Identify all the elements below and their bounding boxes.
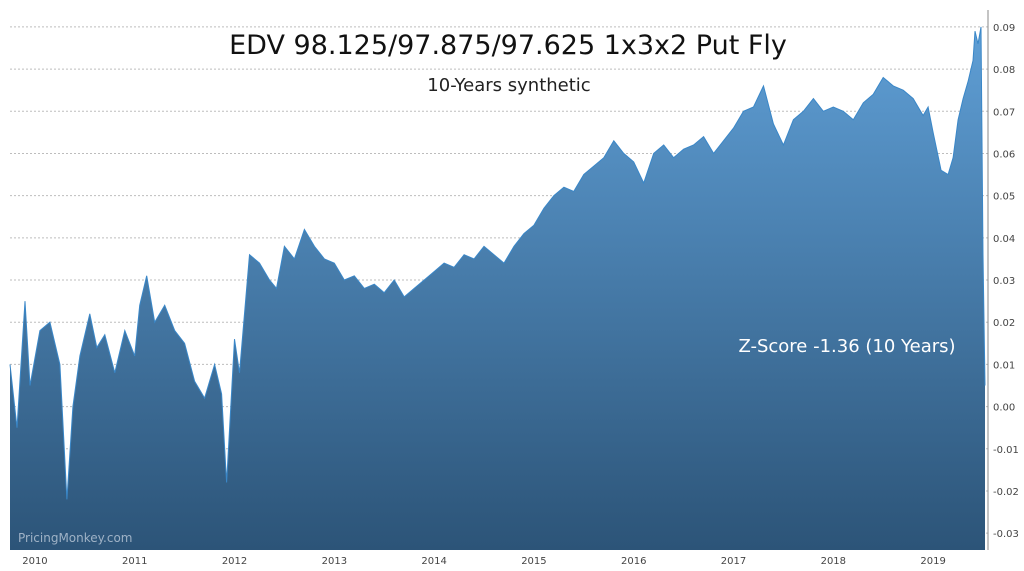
x-tick-label: 2011: [122, 556, 147, 567]
series-line: [9, 26, 986, 500]
y-tick-label: -0.02: [993, 487, 1019, 498]
zscore-annotation: Z-Score -1.36 (10 Years): [738, 336, 955, 357]
x-tick-label: 2016: [621, 556, 646, 567]
y-tick-label: 0.07: [993, 107, 1015, 118]
y-tick-label: 0.02: [993, 318, 1015, 329]
y-tick-label: 0.01: [993, 360, 1015, 371]
watermark: PricingMonkey.com: [18, 531, 133, 545]
series-area: [10, 26, 985, 550]
x-axis-ticks: 2010 2011 2012 2013 2014 2015 2016 2017 2018 2019: [22, 556, 946, 567]
y-tick-label: -0.03: [993, 529, 1019, 540]
y-tick-label: 0.04: [993, 234, 1015, 245]
y-axis-ticks: -0.03 -0.02 -0.01 0.00 0.01 0.02 0.03 0.04 0.05 0…: [993, 23, 1019, 540]
y-tick-label: -0.01: [993, 445, 1019, 456]
x-tick-label: 2010: [22, 556, 47, 567]
x-tick-label: 2014: [421, 556, 446, 567]
y-tick-label: 0.09: [993, 23, 1015, 34]
y-tick-label: 0.00: [993, 403, 1015, 414]
x-tick-label: 2018: [821, 556, 846, 567]
x-tick-label: 2013: [322, 556, 347, 567]
y-tick-label: 0.06: [993, 149, 1015, 160]
x-tick-label: 2017: [721, 556, 746, 567]
y-tick-label: 0.05: [993, 192, 1015, 203]
chart-subtitle: 10-Years synthetic: [427, 75, 590, 96]
x-tick-label: 2012: [222, 556, 247, 567]
chart-title: EDV 98.125/97.875/97.625 1x3x2 Put Fly: [229, 30, 787, 61]
y-tick-label: 0.08: [993, 65, 1015, 76]
x-tick-label: 2015: [521, 556, 546, 567]
x-tick-label: 2019: [920, 556, 945, 567]
y-tick-label: 0.03: [993, 276, 1015, 287]
